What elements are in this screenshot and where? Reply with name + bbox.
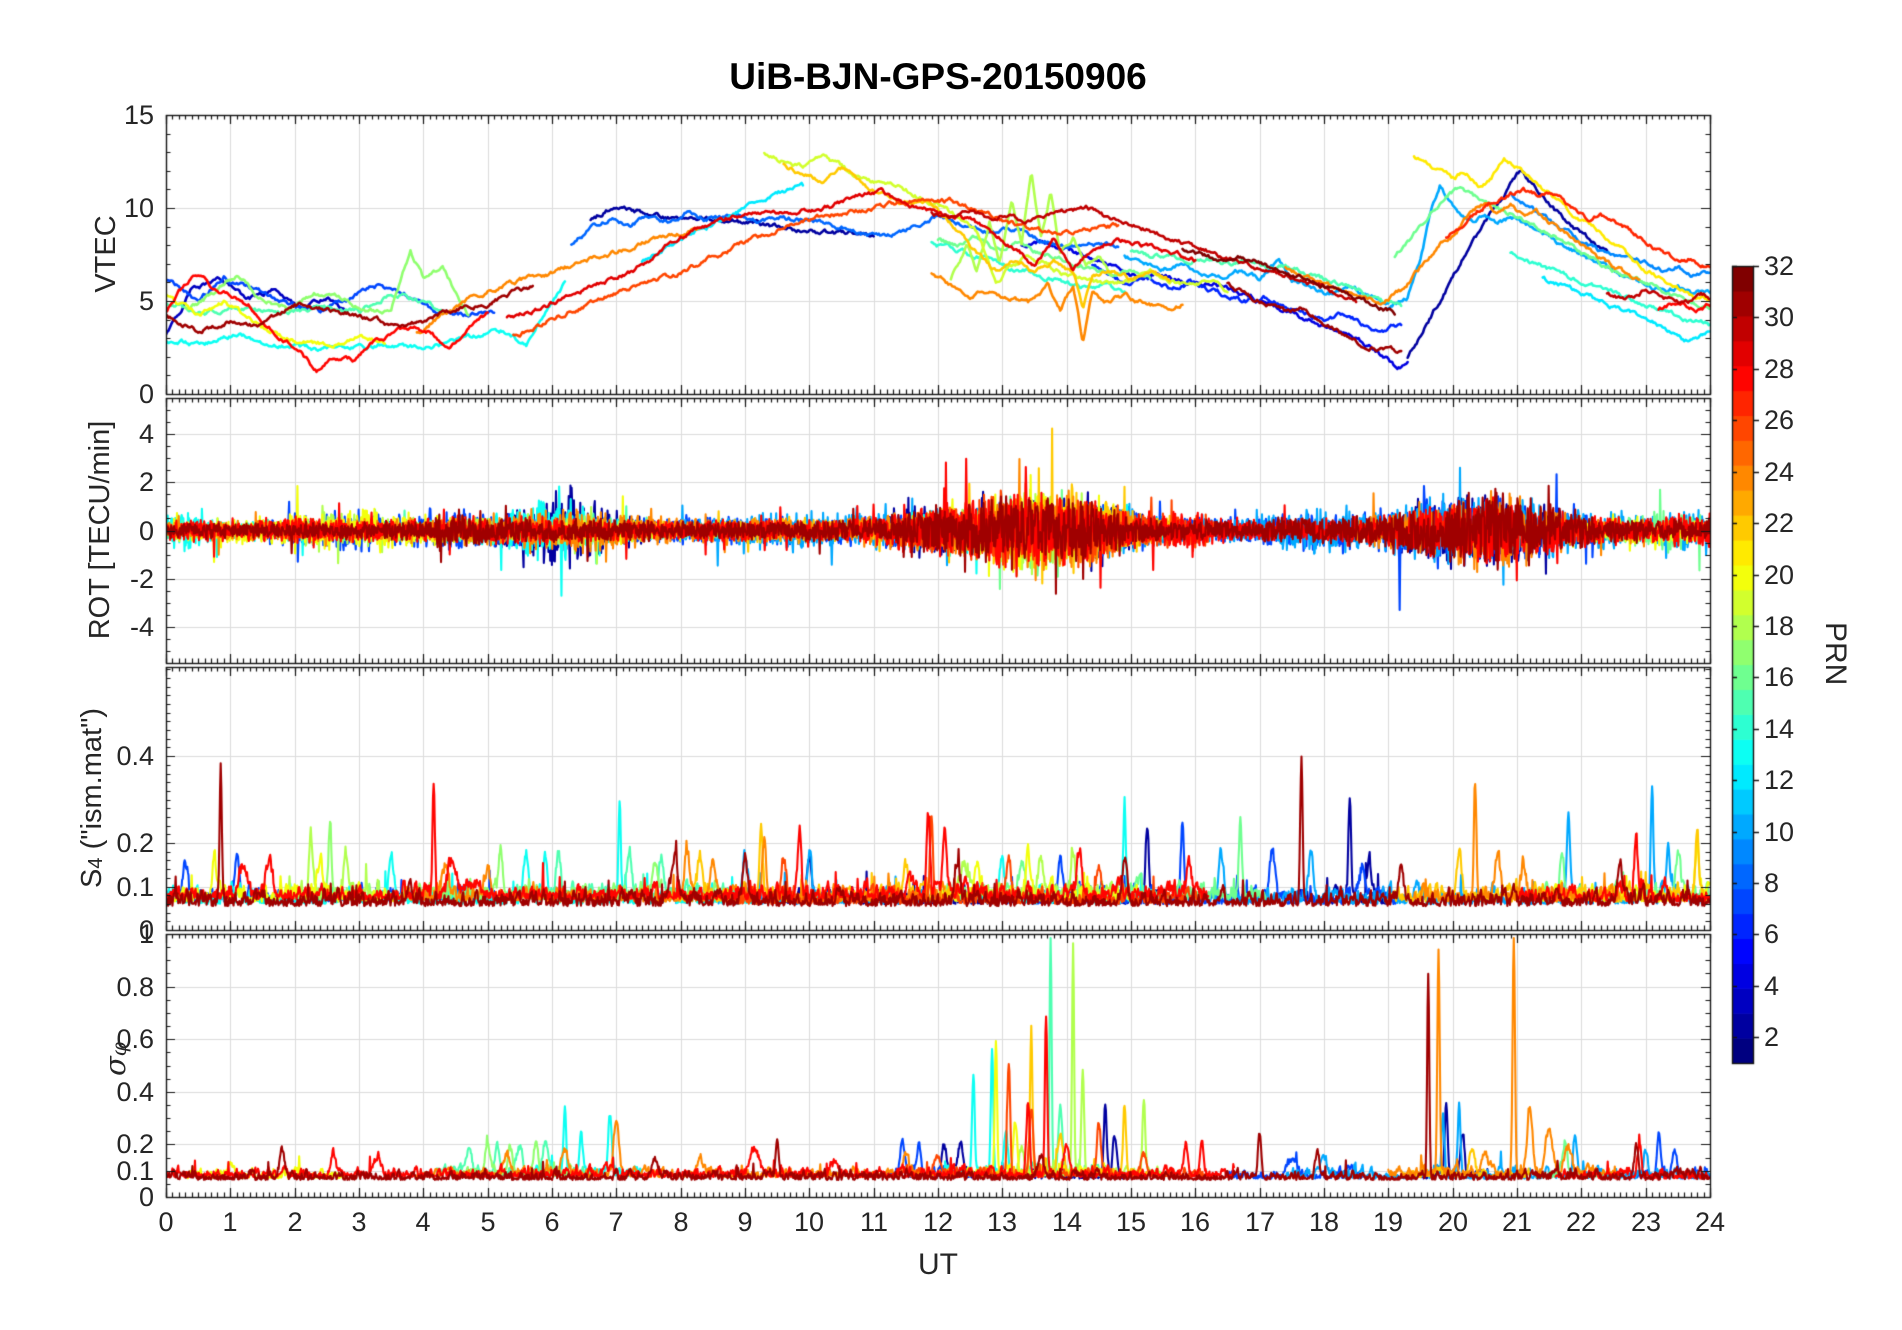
y-tick-label: 0 xyxy=(138,516,154,546)
x-tick-label: 16 xyxy=(1179,1207,1211,1237)
colorbar-tick-label: 10 xyxy=(1764,817,1795,847)
x-tick-label: 23 xyxy=(1630,1207,1662,1237)
y-tick-label: 0.6 xyxy=(116,1024,154,1054)
x-tick-label: 8 xyxy=(673,1207,689,1237)
y-tick-label: 0.1 xyxy=(116,872,154,902)
y-tick-label: 0.4 xyxy=(116,741,154,771)
x-tick-label: 14 xyxy=(1051,1207,1083,1237)
y-tick-label: -4 xyxy=(129,612,154,642)
y-tick-label: 10 xyxy=(123,193,154,223)
y-tick-label: 0 xyxy=(138,379,154,409)
x-tick-label: 3 xyxy=(351,1207,367,1237)
x-tick-label: 10 xyxy=(793,1207,825,1237)
x-tick-label: 12 xyxy=(922,1207,954,1237)
x-tick-label: 20 xyxy=(1437,1207,1469,1237)
colorbar-tick-label: 32 xyxy=(1764,251,1795,281)
colorbar-label: PRN xyxy=(1819,622,1852,686)
colorbar-tick-label: 30 xyxy=(1764,302,1795,332)
x-tick-label: 18 xyxy=(1308,1207,1340,1237)
y-tick-label: 0.4 xyxy=(116,1077,154,1107)
colorbar-tick-label: 24 xyxy=(1764,457,1795,487)
colorbar-tick-label: 18 xyxy=(1764,611,1795,641)
x-tick-label: 22 xyxy=(1565,1207,1597,1237)
y-tick-label: 0 xyxy=(138,915,154,945)
colorbar-tick-label: 12 xyxy=(1764,765,1795,795)
y-tick-label: 0.1 xyxy=(116,1156,154,1186)
colorbar-tick-label: 4 xyxy=(1764,971,1780,1001)
x-tick-label: 19 xyxy=(1372,1207,1404,1237)
colorbar-tick-label: 20 xyxy=(1764,560,1795,590)
colorbar-tick-label: 8 xyxy=(1764,868,1780,898)
x-axis-label: UT xyxy=(918,1248,958,1281)
y-tick-label: 5 xyxy=(138,286,154,316)
x-tick-label: 9 xyxy=(737,1207,753,1237)
x-tick-label: 13 xyxy=(986,1207,1018,1237)
x-tick-label: 7 xyxy=(608,1207,624,1237)
x-tick-label: 24 xyxy=(1694,1207,1726,1237)
x-tick-label: 5 xyxy=(480,1207,496,1237)
x-tick-label: 6 xyxy=(544,1207,560,1237)
colorbar-tick-label: 22 xyxy=(1764,508,1795,538)
y-tick-label: -2 xyxy=(129,564,154,594)
y-tick-label: 0 xyxy=(138,1182,154,1212)
y-tick-label: 1 xyxy=(138,919,154,949)
colorbar-tick-label: 2 xyxy=(1764,1022,1780,1052)
colorbar-tick-label: 26 xyxy=(1764,405,1795,435)
x-tick-label: 21 xyxy=(1501,1207,1533,1237)
y-tick-label: 4 xyxy=(138,419,154,449)
colorbar-tick-label: 28 xyxy=(1764,354,1795,384)
colorbar-tick-label: 6 xyxy=(1764,919,1780,949)
y-tick-label: 0.8 xyxy=(116,972,154,1002)
x-tick-label: 15 xyxy=(1115,1207,1147,1237)
y-tick-label: 2 xyxy=(138,467,154,497)
y-tick-label: 0.2 xyxy=(116,1129,154,1159)
y-tick-label: 15 xyxy=(123,100,154,130)
x-tick-label: 17 xyxy=(1244,1207,1276,1237)
x-tick-label: 2 xyxy=(287,1207,303,1237)
chart-title: UiB-BJN-GPS-20150906 xyxy=(729,56,1147,97)
colorbar-tick-label: 14 xyxy=(1764,714,1795,744)
x-tick-label: 4 xyxy=(415,1207,431,1237)
colorbar-tick-label: 16 xyxy=(1764,662,1795,692)
x-tick-label: 0 xyxy=(158,1207,174,1237)
x-tick-label: 1 xyxy=(222,1207,238,1237)
y-tick-label: 0.2 xyxy=(116,828,154,858)
x-tick-label: 11 xyxy=(859,1207,889,1237)
